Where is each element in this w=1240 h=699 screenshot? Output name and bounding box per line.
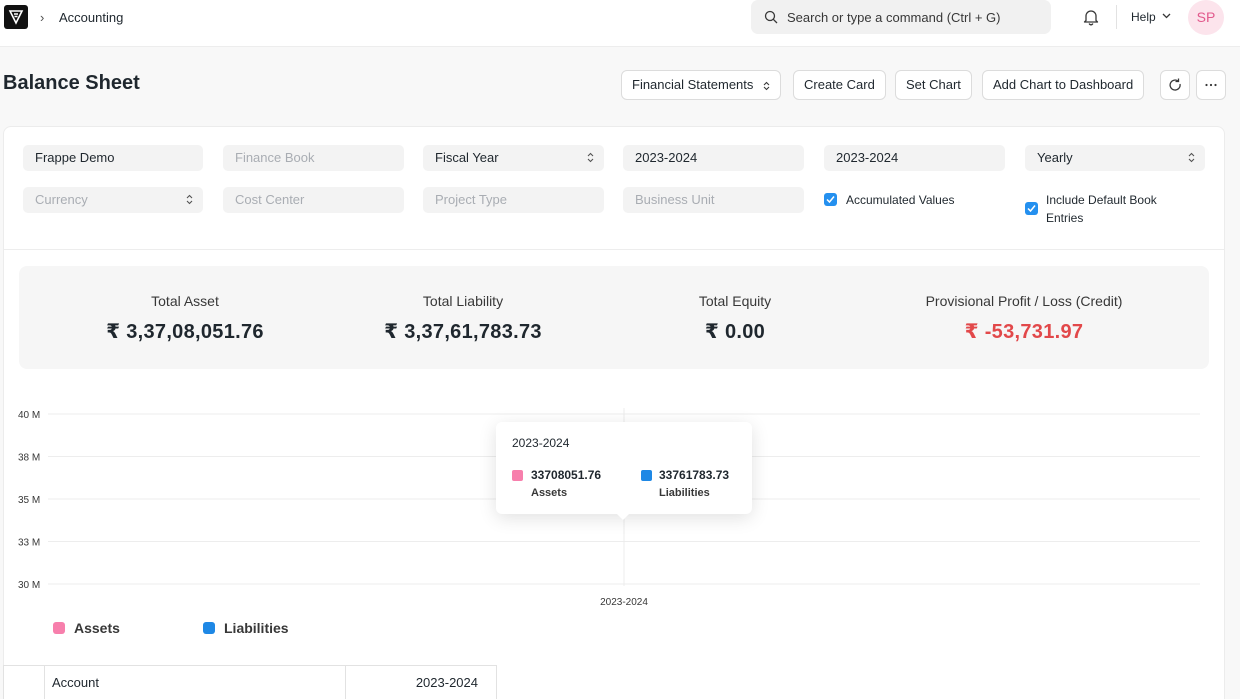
report-summary — [19, 266, 1209, 369]
check-icon — [826, 196, 835, 204]
company-field[interactable]: Frappe Demo — [23, 145, 203, 171]
currency-placeholder: Currency — [35, 192, 88, 207]
tooltip-liabilities-value: 33761783.73 — [659, 468, 730, 482]
summary-label-provisional-profit-loss: Provisional Profit / Loss (Credit) — [925, 293, 1123, 309]
currency-select[interactable]: Currency — [23, 187, 203, 213]
summary-value-provisional-profit-loss: ₹ -53,731.97 — [964, 321, 1084, 343]
column-header-period[interactable]: 2023-2024 — [415, 675, 478, 690]
summary-label-total-liability: Total Liability — [422, 293, 504, 309]
project-type-field[interactable]: Project Type — [423, 187, 604, 213]
page-title: Balance Sheet — [3, 72, 140, 94]
legend-assets-label[interactable]: Assets — [74, 620, 120, 636]
from-fiscal-year-field[interactable]: 2023-2024 — [623, 145, 804, 171]
select-chevron-icon — [763, 81, 770, 90]
search-bar[interactable]: Search or type a command (Ctrl + G) — [751, 0, 1051, 34]
legend-liabilities-swatch[interactable] — [203, 622, 215, 634]
include-default-book-checkbox[interactable] — [1025, 202, 1038, 215]
select-chevron-icon — [587, 152, 594, 163]
to-fiscal-year-field[interactable]: 2023-2024 — [824, 145, 1005, 171]
user-avatar[interactable]: SP — [1188, 0, 1224, 35]
x-tick-label: 2023-2024 — [600, 597, 648, 608]
app-logo[interactable] — [4, 5, 28, 29]
tooltip-liabilities-name: Liabilities — [659, 487, 710, 499]
check-icon — [1027, 205, 1036, 213]
refresh-icon — [1169, 78, 1181, 91]
tooltip-liabilities-swatch — [641, 470, 652, 481]
legend-liabilities-label[interactable]: Liabilities — [224, 620, 289, 636]
navbar: › Accounting Search or type a command (C… — [0, 0, 1240, 47]
summary-value-total-equity: ₹ 0.00 — [704, 321, 766, 343]
tooltip-assets-name: Assets — [531, 487, 568, 499]
report-card — [3, 126, 1225, 699]
row-index-header — [4, 666, 45, 699]
report-table-header: Account 2023-2024 — [3, 665, 497, 699]
business-unit-field[interactable]: Business Unit — [623, 187, 804, 213]
help-menu[interactable]: Help — [1131, 10, 1156, 24]
select-chevron-icon — [1188, 152, 1195, 163]
summary-label-total-equity: Total Equity — [698, 293, 772, 309]
y-tick-label: 30 M — [18, 580, 40, 591]
set-chart-button[interactable]: Set Chart — [895, 70, 972, 100]
refresh-button[interactable] — [1160, 70, 1190, 100]
cost-center-field[interactable]: Cost Center — [223, 187, 404, 213]
y-tick-label: 35 M — [18, 495, 40, 506]
tooltip-assets-swatch — [512, 470, 523, 481]
more-horizontal-icon — [1205, 83, 1217, 87]
periodicity-value: Yearly — [1037, 150, 1073, 165]
legend-assets-swatch[interactable] — [53, 622, 65, 634]
accumulated-values-label: Accumulated Values — [846, 193, 955, 207]
create-card-button[interactable]: Create Card — [793, 70, 886, 100]
search-input[interactable]: Search or type a command (Ctrl + G) — [787, 10, 1001, 25]
breadcrumb-chevron-icon: › — [40, 10, 45, 25]
periodicity-select[interactable]: Yearly — [1025, 145, 1205, 171]
y-tick-label: 40 M — [18, 410, 40, 421]
chevron-down-icon[interactable] — [1162, 13, 1171, 19]
y-tick-label: 38 M — [18, 453, 40, 464]
select-chevron-icon — [186, 194, 193, 205]
search-icon — [764, 10, 778, 24]
tooltip-title: 2023-2024 — [512, 436, 570, 450]
breadcrumb-accounting[interactable]: Accounting — [59, 10, 124, 25]
period-type-value: Fiscal Year — [435, 150, 499, 165]
filter-divider — [4, 249, 1224, 250]
summary-value-total-asset: ₹ 3,37,08,051.76 — [106, 321, 264, 343]
summary-value-total-liability: ₹ 3,37,61,783.73 — [384, 321, 542, 343]
chart-tooltip: 2023-2024 33708051.76 Assets 33761783.73… — [496, 422, 752, 514]
notification-bell-icon[interactable] — [1082, 8, 1100, 26]
more-actions-button[interactable] — [1196, 70, 1226, 100]
y-tick-label: 33 M — [18, 538, 40, 549]
frappe-logo-icon — [8, 10, 24, 25]
tooltip-assets-value: 33708051.76 — [531, 468, 602, 482]
navbar-divider — [1116, 5, 1117, 29]
add-chart-to-dashboard-button[interactable]: Add Chart to Dashboard — [982, 70, 1145, 100]
accumulated-values-checkbox[interactable] — [824, 193, 837, 206]
summary-label-total-asset: Total Asset — [151, 293, 219, 309]
include-default-book-label-line2: Entries — [1046, 211, 1084, 225]
include-default-book-label: Include Default Book — [1046, 193, 1157, 207]
period-type-select[interactable]: Fiscal Year — [423, 145, 604, 171]
column-header-account[interactable]: Account — [45, 666, 346, 699]
financial-statements-label: Financial Statements — [632, 77, 754, 92]
finance-book-field[interactable]: Finance Book — [223, 145, 404, 171]
financial-statements-button[interactable]: Financial Statements — [621, 70, 782, 100]
tooltip-arrow — [616, 513, 630, 520]
